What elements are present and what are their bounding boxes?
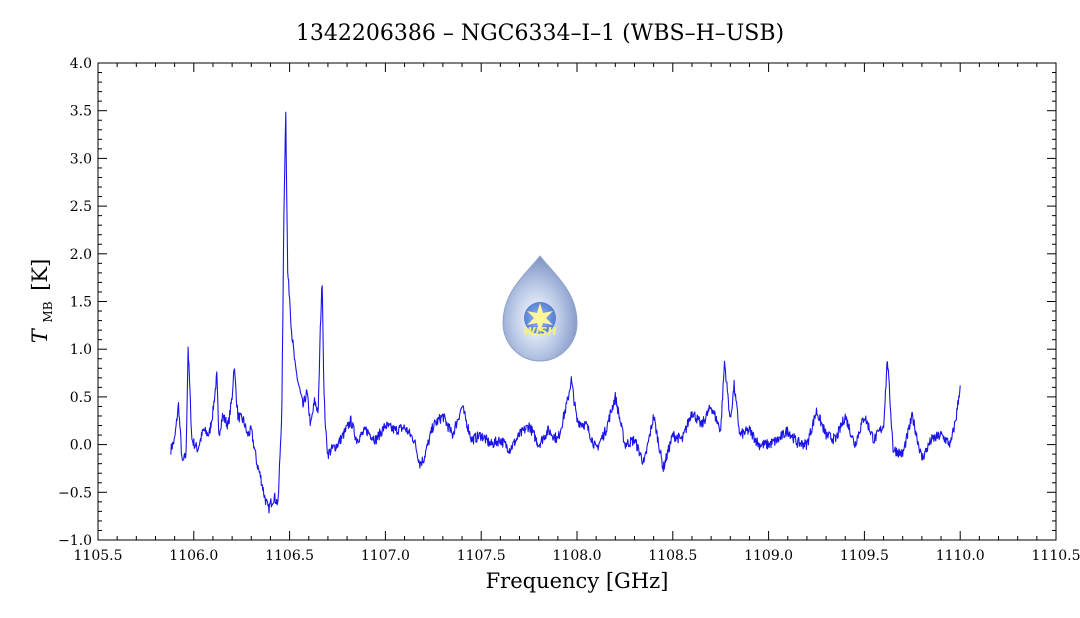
plot-frame (97, 62, 1057, 541)
y-tick-label: −0.5 (58, 485, 92, 501)
y-axis-label: T MB [K] (28, 259, 57, 344)
watermark-logo: WISH (502, 255, 578, 362)
x-tick-label: 1106.0 (169, 548, 218, 564)
x-tick-label: 1105.5 (74, 548, 123, 564)
logo-label: WISH (523, 325, 556, 338)
x-tick-label: 1109.5 (840, 548, 889, 564)
y-axis-unit: [K] (28, 259, 52, 291)
x-tick-label: 1110.0 (936, 548, 985, 564)
y-axis-symbol: T (28, 327, 52, 343)
x-tick-label: 1108.5 (648, 548, 697, 564)
y-tick-label: 3.0 (70, 151, 92, 167)
x-tick-label: 1110.5 (1032, 548, 1080, 564)
y-tick-label: 2.0 (70, 247, 92, 263)
spectrum-series-line (170, 111, 961, 514)
y-axis-subscript: MB (41, 301, 55, 322)
y-tick-label: −1.0 (58, 533, 92, 549)
x-tick-label: 1109.0 (744, 548, 793, 564)
x-tick-label: 1107.0 (361, 548, 410, 564)
y-tick-label: 1.5 (70, 295, 92, 311)
star-icon (527, 303, 553, 333)
x-axis: 1105.5 1106.0 1106.5 1107.0 1107.5 1108.0 1108… (74, 63, 1080, 564)
x-tick-label: 1108.0 (553, 548, 602, 564)
x-tick-label: 1106.5 (265, 548, 314, 564)
y-axis: −1.0 −0.5 0.0 0.5 1.0 1.5 2.0 2.5 3.0 3.5 4.0 (58, 56, 1056, 549)
y-tick-label: 2.5 (70, 199, 92, 215)
svg-text:T MB [K]: T MB [K] (28, 259, 57, 344)
chart-title: 1342206386 – NGC6334–I–1 (WBS–H–USB) (296, 21, 784, 46)
x-tick-label: 1107.5 (457, 548, 506, 564)
y-tick-label: 3.5 (70, 104, 92, 120)
x-axis-label: Frequency [GHz] (486, 569, 669, 593)
y-tick-label: 4.0 (70, 56, 92, 72)
y-tick-label: 0.0 (70, 438, 92, 454)
y-tick-label: 1.0 (70, 342, 92, 358)
y-tick-label: 0.5 (70, 390, 92, 406)
